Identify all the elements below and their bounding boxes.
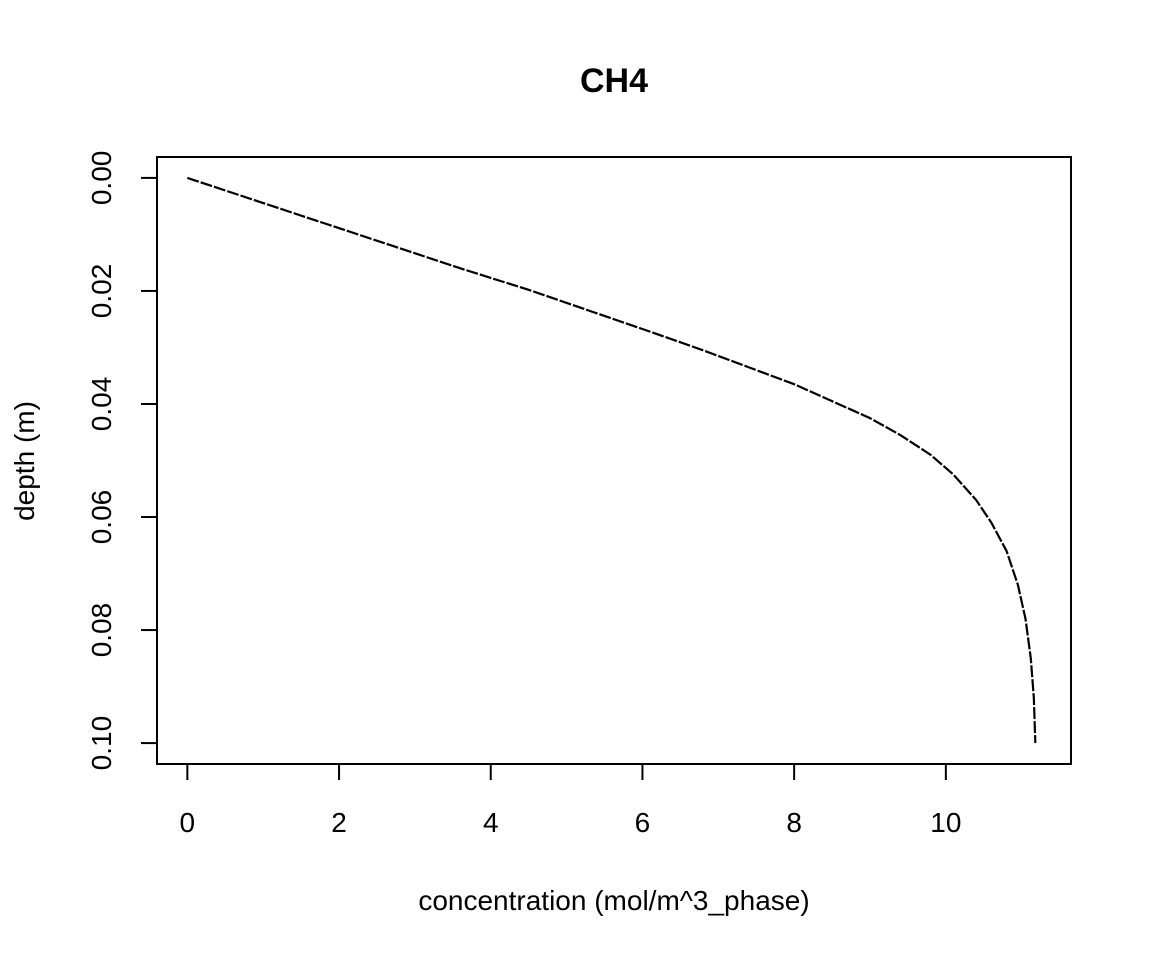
series-layer — [186, 176, 1037, 744]
x-tick-label: 0 — [180, 807, 196, 838]
y-axis-label: depth (m) — [9, 401, 40, 521]
x-tick-label: 6 — [635, 807, 651, 838]
y-tick-label: 0.00 — [86, 151, 117, 206]
y-tick-label: 0.10 — [86, 716, 117, 771]
plot-area-frame — [156, 156, 1072, 765]
x-tick-label: 4 — [483, 807, 499, 838]
y-tick-label: 0.02 — [86, 264, 117, 319]
y-tick-label: 0.04 — [86, 377, 117, 432]
x-axis-label: concentration (mol/m^3_phase) — [418, 885, 809, 916]
series-line-1 — [186, 176, 1037, 744]
y-axis-ticks: 0.00 0.02 0.04 0.06 0.08 0.10 — [86, 151, 157, 771]
y-tick-label: 0.08 — [86, 603, 117, 658]
y-tick-label: 0.06 — [86, 490, 117, 545]
x-tick-label: 8 — [786, 807, 802, 838]
x-tick-label: 10 — [930, 807, 961, 838]
x-axis-ticks: 0 2 4 6 8 10 — [180, 764, 961, 838]
chart-title: CH4 — [580, 62, 648, 100]
x-tick-label: 2 — [331, 807, 347, 838]
